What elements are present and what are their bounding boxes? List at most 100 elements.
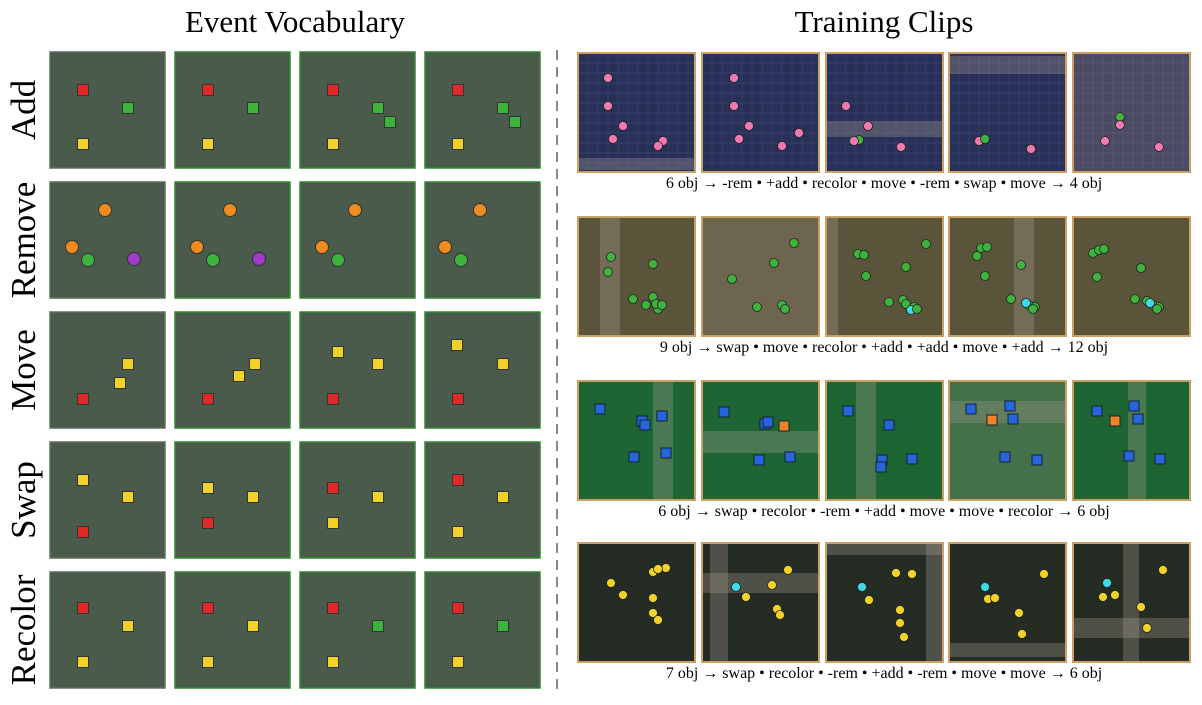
object [980,271,990,281]
object [1028,304,1038,314]
object [1128,400,1140,412]
clip-background [702,543,819,662]
clip-border [825,52,944,173]
object [999,451,1011,463]
object [247,491,259,503]
object [247,102,259,114]
object [497,358,509,370]
object [875,461,887,473]
object [1123,450,1135,462]
object [452,602,464,614]
object [606,252,616,262]
object [972,251,982,261]
object [1115,120,1125,130]
clip-border [577,52,696,173]
object [202,393,214,405]
event-label: Remove [4,182,43,299]
object [653,141,663,151]
object [594,403,606,415]
clip-border [1072,216,1191,337]
vocab-panel [174,441,291,559]
vocab-panel [174,51,291,169]
object [327,393,339,405]
clip-frame [826,53,943,172]
stripe [600,217,620,336]
object [603,73,613,83]
clip-border [948,216,1067,337]
object [233,370,245,382]
object [965,403,977,415]
object [327,84,339,96]
object [1092,272,1102,282]
object [1091,405,1103,417]
object [77,602,89,614]
object [864,595,874,605]
shade [578,381,695,500]
object [1016,260,1026,270]
vocab-panel [49,571,166,689]
clip-background [826,217,943,336]
stripe [653,381,673,500]
object [777,141,787,151]
object [1158,565,1168,575]
clip-border [577,216,696,337]
object [81,253,95,267]
vocab-panel [174,571,291,689]
object [1004,400,1016,412]
object [895,605,905,615]
right-title: Training Clips [795,4,974,39]
object [202,656,214,668]
object [729,101,739,111]
object [1007,413,1019,425]
vocab-panel [424,441,541,559]
clip-border [948,52,1067,173]
object [907,569,917,579]
clip-border [701,542,820,663]
object [497,102,509,114]
object [1142,623,1152,633]
object [122,620,134,632]
stripe [856,381,876,500]
object [1014,608,1024,618]
object [921,239,931,249]
object [1006,294,1016,304]
object [122,358,134,370]
object [859,250,869,260]
vocab-panel [49,441,166,559]
object [1100,136,1110,146]
object [895,618,905,628]
object [1039,569,1049,579]
event-label: Recolor [4,574,43,685]
object [372,102,384,114]
clip-background [826,53,943,172]
object [863,121,873,131]
object [883,419,895,431]
object [775,610,785,620]
object [190,240,204,254]
object [842,405,854,417]
object [1109,415,1121,427]
object [639,419,651,431]
clip-border [701,52,820,173]
object [986,414,998,426]
shade [702,381,819,500]
object [327,482,339,494]
vocab-panel [49,311,166,429]
shade [826,381,943,500]
clip-frame [949,217,1066,336]
overlay [702,217,819,336]
object [912,304,922,314]
clip-background [702,53,819,172]
object [618,590,628,600]
object [734,134,744,144]
clip-background [702,217,819,336]
object [849,136,859,146]
clip-background [1073,217,1190,336]
vocab-panel [299,441,416,559]
clip-background [578,53,695,172]
event-label: Add [4,79,43,140]
vocab-panel [49,181,166,299]
clip-border [1072,52,1191,173]
stripe [926,543,943,662]
clip-frame [702,53,819,172]
